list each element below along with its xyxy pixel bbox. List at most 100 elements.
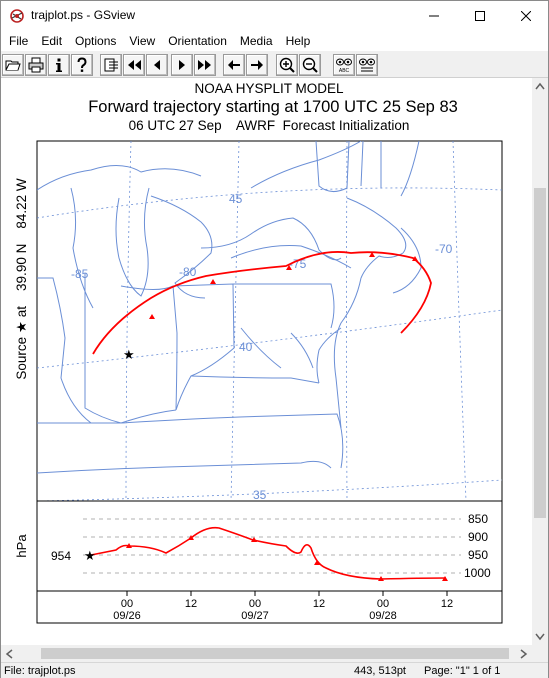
trajectory-marker (286, 265, 292, 270)
minimize-icon (429, 15, 439, 17)
zoom-out-icon (302, 57, 318, 73)
scroll-left-icon[interactable] (5, 649, 13, 659)
time-tick-label: 00 (249, 598, 261, 610)
trajectory-marker (210, 279, 216, 284)
print-button[interactable] (25, 54, 47, 76)
time-axis: 00 12 00 12 00 12 09/26 09/27 09/28 (36, 590, 503, 624)
date-label: 09/26 (113, 610, 141, 622)
pressure-level-850: 850 (468, 512, 488, 526)
map-grid-labels: 45 40 35 -85 -80 -75 -70 (71, 192, 453, 502)
info-button[interactable] (48, 54, 70, 76)
map-boundaries (37, 141, 422, 474)
title-bar: trajplot.ps - GSview (1, 1, 548, 31)
height-plot-ylabel: hPa (14, 534, 29, 558)
info-icon (56, 58, 62, 72)
forward-icon (251, 60, 263, 70)
menu-options[interactable]: Options (75, 34, 117, 48)
menu-bar: File Edit Options View Orientation Media… (1, 31, 548, 51)
trajectory-marker (149, 314, 155, 319)
close-button[interactable] (503, 1, 549, 31)
height-trajectory-marker (442, 576, 448, 581)
vertical-scroll-thumb[interactable] (534, 188, 546, 518)
help-icon (77, 57, 87, 72)
goto-page-icon (104, 58, 118, 72)
scroll-down-icon[interactable] (535, 633, 545, 641)
time-tick-label: 12 (313, 598, 325, 610)
vertical-scrollbar[interactable] (532, 78, 548, 645)
next-page-button[interactable] (171, 54, 193, 76)
open-button[interactable] (2, 54, 24, 76)
lat-label-35: 35 (253, 488, 267, 502)
document-view[interactable]: NOAA HYSPLIT MODEL Forward trajectory st… (1, 78, 532, 645)
time-tick-label: 12 (185, 598, 197, 610)
trajectory-marker (369, 252, 375, 257)
zoom-in-button[interactable] (276, 54, 298, 76)
time-tick-label: 12 (441, 598, 453, 610)
lon-label-85: -85 (71, 267, 89, 281)
scroll-up-icon[interactable] (535, 82, 545, 90)
menu-view[interactable]: View (129, 34, 156, 48)
help-button[interactable] (71, 54, 93, 76)
toolbar: ABC (1, 52, 548, 78)
lat-label-45: 45 (229, 192, 243, 206)
goto-page-button[interactable] (100, 54, 122, 76)
height-trajectory-marker (378, 576, 384, 581)
trajectory-plot: NOAA HYSPLIT MODEL Forward trajectory st… (14, 81, 503, 624)
scrollbar-corner (532, 645, 548, 662)
open-icon (5, 60, 21, 71)
back-icon (228, 60, 240, 70)
horizontal-scrollbar[interactable] (1, 645, 532, 662)
status-page: Page: "1" 1 of 1 (424, 665, 501, 677)
maximize-button[interactable] (457, 1, 503, 31)
trajectory-markers (149, 252, 418, 319)
horizontal-scroll-thumb[interactable] (41, 648, 509, 659)
source-star-icon: ★ (123, 348, 135, 363)
pressure-level-1000: 1000 (464, 566, 491, 580)
height-trajectory-marker (188, 535, 194, 540)
status-coordinates: 443, 513pt (354, 665, 406, 677)
zoom-in-icon (279, 57, 295, 73)
search-text-button[interactable] (356, 54, 378, 76)
pressure-level-950: 950 (468, 548, 488, 562)
source-location-label: Source ★ at 39.90 N 84.22 W (14, 178, 29, 379)
menu-help[interactable]: Help (285, 34, 311, 48)
menu-media[interactable]: Media (239, 34, 273, 48)
date-label: 09/28 (369, 610, 397, 622)
status-bar: File: trajplot.ps 443, 513pt Page: "1" 1… (1, 662, 548, 678)
gsview-icon (10, 9, 24, 23)
next-page-icon (179, 60, 185, 70)
maximize-icon (475, 11, 485, 21)
time-tick-label: 00 (377, 598, 389, 610)
scroll-right-icon[interactable] (520, 649, 528, 659)
last-page-icon (198, 60, 211, 70)
height-plot: hPa 954 850 900 950 1000 (14, 500, 503, 592)
trajectory-marker (412, 256, 418, 261)
lon-label-75: -75 (289, 257, 307, 271)
status-file: File: trajplot.ps (4, 665, 76, 677)
text-extract-button[interactable]: ABC (333, 54, 355, 76)
lat-label-40: 40 (239, 340, 253, 354)
height-trajectory-marker (126, 543, 132, 548)
last-page-button[interactable] (194, 54, 216, 76)
window-title: trajplot.ps - GSview (31, 8, 136, 22)
previous-page-button[interactable] (146, 54, 168, 76)
menu-file[interactable]: File (9, 34, 29, 48)
trajectory-map: 45 40 35 -85 -80 -75 -70 (36, 140, 503, 502)
abc-label: ABC (339, 68, 350, 74)
trajectory-line (92, 251, 432, 355)
print-icon (28, 57, 44, 73)
menu-orientation[interactable]: Orientation (168, 34, 227, 48)
plot-heading-trajectory: Forward trajectory starting at 1700 UTC … (88, 98, 458, 116)
first-page-icon (128, 60, 141, 70)
menu-edit[interactable]: Edit (41, 34, 63, 48)
zoom-out-button[interactable] (299, 54, 321, 76)
height-trajectory-marker (314, 560, 320, 565)
forward-button[interactable] (246, 54, 268, 76)
height-trajectory-marker (251, 537, 257, 542)
minimize-button[interactable] (411, 1, 457, 31)
first-page-button[interactable] (123, 54, 145, 76)
close-icon (521, 11, 531, 21)
back-button[interactable] (223, 54, 245, 76)
plot-heading-model: NOAA HYSPLIT MODEL (194, 81, 344, 96)
